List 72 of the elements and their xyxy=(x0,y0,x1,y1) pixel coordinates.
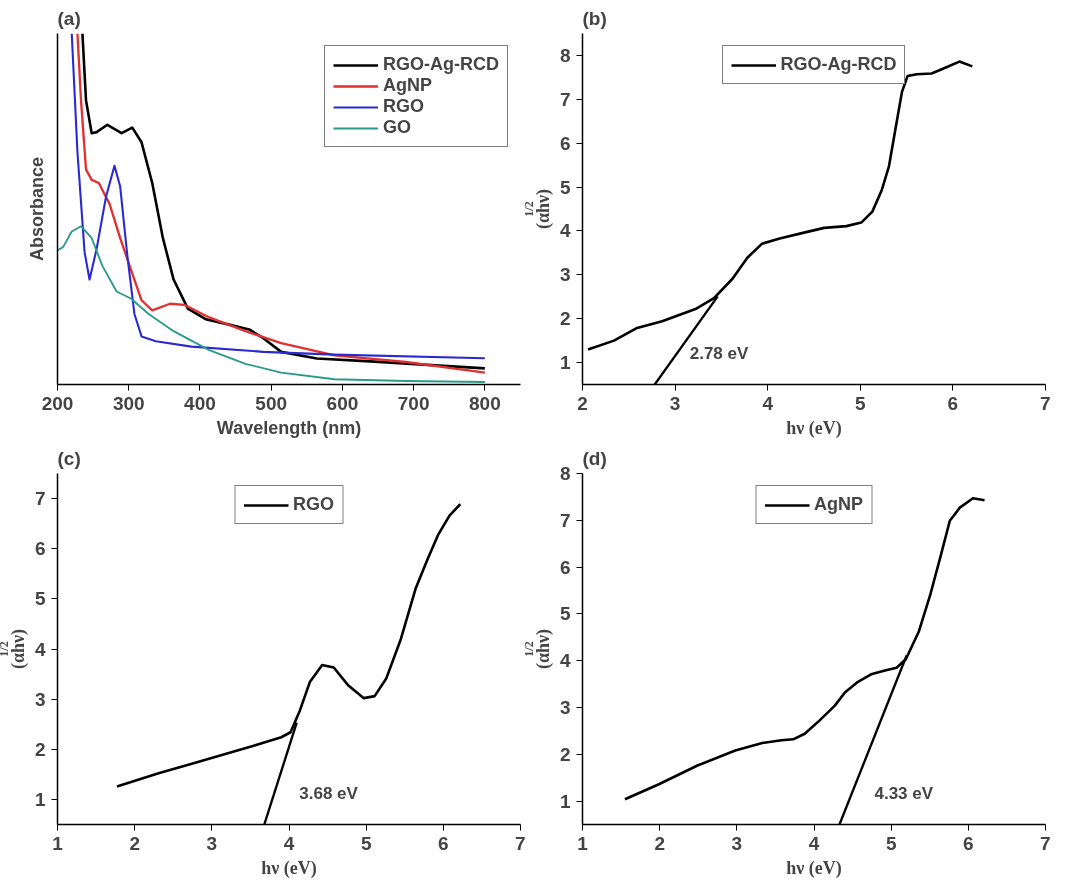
x-tick-label: 5 xyxy=(360,832,372,854)
x-tick-label: 200 xyxy=(41,392,74,414)
x-tick-label: 3 xyxy=(731,832,743,854)
y-tick-label: 4 xyxy=(559,220,571,242)
x-tick-label: 7 xyxy=(514,832,526,854)
x-axis-title: Wavelength (nm) xyxy=(216,417,362,438)
y-tick-label: 7 xyxy=(559,509,571,531)
y-tick-label: 1 xyxy=(34,788,46,810)
x-tick-label: 3 xyxy=(669,392,681,414)
y-tick-label: 4 xyxy=(34,638,46,660)
x-tick-label: 2 xyxy=(654,832,665,854)
chart-title: (a) xyxy=(57,7,81,29)
x-tick-label: 500 xyxy=(255,392,288,414)
y-tick-label: 5 xyxy=(34,588,46,610)
x-tick-label: 800 xyxy=(469,392,501,414)
x-axis-title: hν (eV) xyxy=(261,857,317,879)
x-tick-label: 1 xyxy=(577,832,589,854)
x-tick-label: 6 xyxy=(963,832,974,854)
chart-title: (c) xyxy=(57,447,81,469)
x-tick-label: 400 xyxy=(184,392,216,414)
x-tick-label: 3 xyxy=(206,832,218,854)
x-axis-title: hν (eV) xyxy=(786,857,842,879)
legend-label: AgNP xyxy=(814,494,863,515)
y-tick-label: 5 xyxy=(559,603,571,625)
y-tick-label: 1 xyxy=(559,790,571,812)
x-tick-label: 4 xyxy=(762,392,774,414)
x-axis-title: hν (eV) xyxy=(786,417,842,439)
x-tick-label: 300 xyxy=(112,392,145,414)
y-tick-label: 3 xyxy=(34,688,46,710)
x-tick-label: 2 xyxy=(577,392,588,414)
x-tick-label: 4 xyxy=(283,832,295,854)
x-tick-label: 6 xyxy=(947,392,959,414)
x-tick-label: 600 xyxy=(326,392,359,414)
y-tick-label: 8 xyxy=(559,44,571,66)
annotation: 3.68 eV xyxy=(299,783,359,803)
y-axis-title: (αhν)1/2 xyxy=(521,188,554,230)
legend-label: RGO-Ag-RCD xyxy=(780,54,897,75)
legend-label: GO xyxy=(383,117,412,138)
annotation: 2.78 eV xyxy=(689,343,749,363)
chart-title: (d) xyxy=(582,447,607,469)
y-tick-label: 6 xyxy=(559,132,571,154)
y-axis-title: (αhν)1/2 xyxy=(0,628,29,670)
y-tick-label: 3 xyxy=(559,697,571,718)
x-tick-label: 2 xyxy=(129,832,140,854)
legend-label: RGO xyxy=(292,494,335,515)
y-tick-label: 2 xyxy=(559,743,571,765)
y-tick-label: 7 xyxy=(559,88,571,110)
legend-label: AgNP xyxy=(383,75,433,96)
annotation: 4.33 eV xyxy=(874,783,934,803)
y-tick-label: 6 xyxy=(559,556,571,578)
y-tick-label: 5 xyxy=(559,176,571,198)
y-tick-label: 1 xyxy=(559,352,571,374)
x-tick-label: 4 xyxy=(808,832,820,854)
y-tick-label: 8 xyxy=(559,463,571,484)
chart-title: (b) xyxy=(582,7,607,29)
x-tick-label: 700 xyxy=(397,392,430,414)
legend-label: RGO xyxy=(383,96,425,117)
x-tick-label: 5 xyxy=(855,392,867,414)
y-tick-label: 2 xyxy=(559,308,571,330)
y-tick-label: 7 xyxy=(34,488,46,510)
x-tick-label: 7 xyxy=(1039,392,1051,414)
y-tick-label: 2 xyxy=(34,738,46,760)
y-tick-label: 6 xyxy=(34,538,46,560)
y-tick-label: 4 xyxy=(559,650,571,672)
y-tick-label: 3 xyxy=(559,264,571,286)
y-axis-title: Absorbance xyxy=(26,156,47,262)
y-axis-title: (αhν)1/2 xyxy=(521,628,554,670)
x-tick-label: 5 xyxy=(885,832,897,854)
legend-label: RGO-Ag-RCD xyxy=(383,54,499,75)
x-tick-label: 7 xyxy=(1039,832,1051,854)
x-tick-label: 6 xyxy=(438,832,449,854)
x-tick-label: 1 xyxy=(52,832,64,854)
